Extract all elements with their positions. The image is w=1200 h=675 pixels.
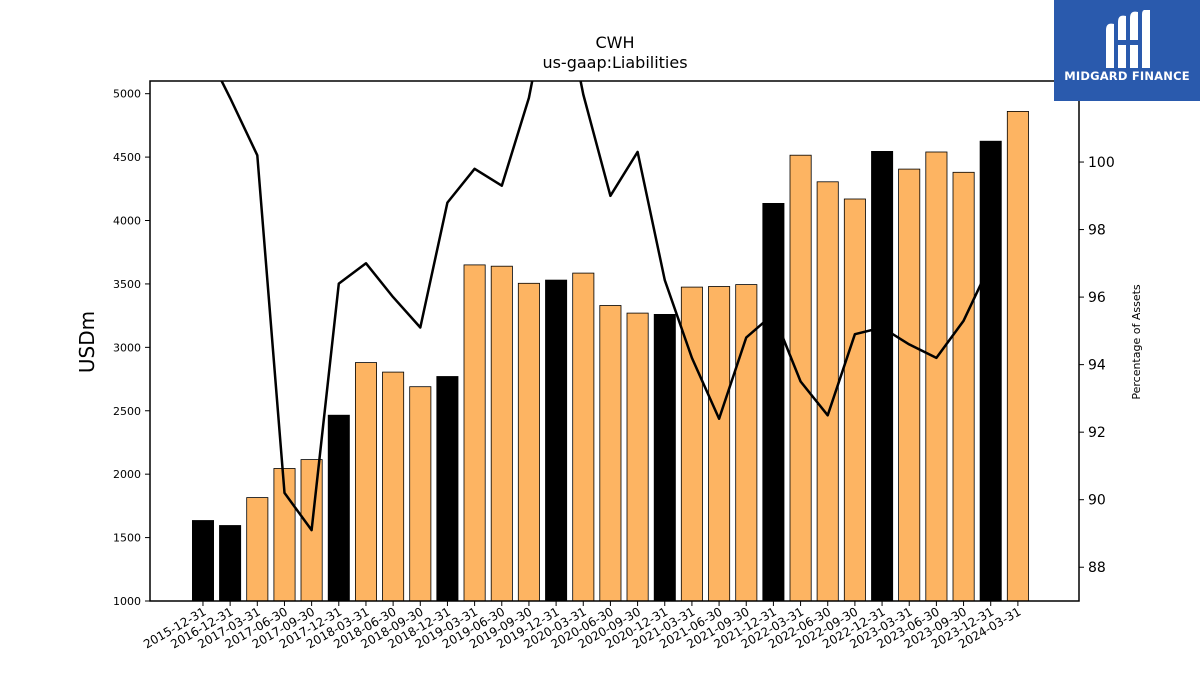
y2-tick-label: 96 <box>1088 290 1106 306</box>
y2-tick-label: 88 <box>1088 560 1106 576</box>
y-tick-label: 1000 <box>113 595 141 608</box>
bar-2022-09-30 <box>843 198 866 602</box>
bar-2023-12-31 <box>979 140 1002 602</box>
y-tick-label: 4500 <box>113 151 141 164</box>
y-tick-label: 1500 <box>113 532 141 545</box>
bar-2018-06-30 <box>382 371 405 602</box>
y-tick-label: 2500 <box>113 405 141 418</box>
bar-2018-03-31 <box>354 362 377 602</box>
bar-2017-12-31 <box>327 414 350 602</box>
y-tick-label: 3500 <box>113 278 141 291</box>
bar-2019-09-30 <box>517 282 540 602</box>
bar-2018-12-31 <box>436 376 459 602</box>
y2-tick-label: 90 <box>1088 493 1106 509</box>
y2-tick-label: 94 <box>1088 358 1106 374</box>
logo-text: MIDGARD FINANCE <box>1064 69 1190 83</box>
bar-2019-12-31 <box>545 279 568 602</box>
logo-mark-icon <box>1106 10 1150 69</box>
bar-2022-03-31 <box>789 154 812 602</box>
bar-2015-12-31 <box>191 520 214 602</box>
bar-2022-12-31 <box>871 150 894 602</box>
y-tick-label: 4000 <box>113 215 141 228</box>
bar-2023-09-30 <box>952 171 975 602</box>
bar-2019-06-30 <box>490 265 513 602</box>
bar-2023-03-31 <box>898 168 921 602</box>
bar-2017-03-31 <box>246 497 269 602</box>
bar-2020-06-30 <box>599 305 622 602</box>
y-tick-label: 5000 <box>113 88 141 101</box>
bar-2023-06-30 <box>925 151 948 602</box>
bar-2020-03-31 <box>572 272 595 602</box>
plot-area: 1000 1500 2000 2500 3000 3500 4000 4500 5000 88 90… <box>113 80 1115 651</box>
y-axis-label: USDm <box>75 311 99 373</box>
bar-2016-12-31 <box>219 525 242 602</box>
bar-2021-06-30 <box>708 286 731 602</box>
bar-2019-03-31 <box>463 264 486 602</box>
midgard-finance-logo: MIDGARD FINANCE <box>1054 0 1200 101</box>
y2-axis-label: Percentage of Assets <box>1130 284 1143 400</box>
y2-tick-label: 100 <box>1088 155 1115 171</box>
bar-2024-03-31 <box>1006 111 1029 602</box>
bar-2020-09-30 <box>626 312 649 602</box>
bar-2021-12-31 <box>762 202 785 602</box>
plot-frame <box>149 80 1080 602</box>
chart-title: CWH <box>595 33 634 52</box>
y-tick-label: 2000 <box>113 468 141 481</box>
bar-2020-12-31 <box>653 313 676 602</box>
chart-subtitle: us-gaap:Liabilities <box>542 53 687 72</box>
y2-tick-label: 92 <box>1088 425 1106 441</box>
y-tick-label: 3000 <box>113 341 141 354</box>
line-percentage-of-assets <box>220 81 992 532</box>
bar-2018-09-30 <box>409 386 432 602</box>
y2-tick-label: 98 <box>1088 223 1106 239</box>
